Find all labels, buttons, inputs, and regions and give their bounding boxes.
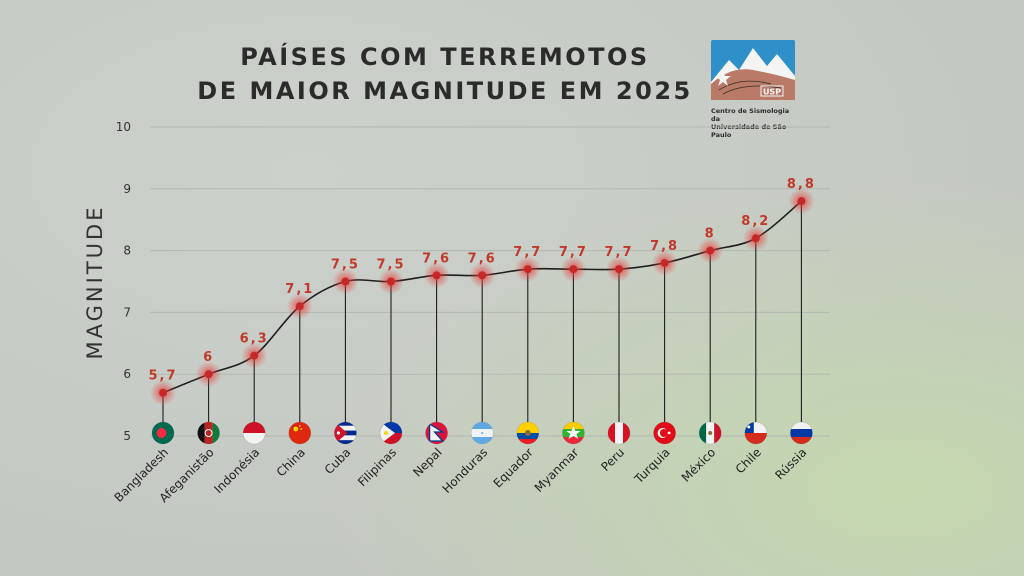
- peru-flag-icon: [607, 421, 631, 445]
- y-tick-label: 9: [123, 182, 131, 196]
- category-label: Nepal: [410, 445, 444, 479]
- category-label: Rússia: [772, 445, 809, 482]
- data-point: [478, 271, 487, 280]
- data-point: [660, 258, 669, 267]
- turkey-flag-icon: [653, 421, 676, 445]
- category-label: Filipinas: [355, 445, 399, 489]
- value-label: 7,1: [285, 282, 314, 297]
- value-label: 7,7: [513, 245, 542, 260]
- y-tick-label: 6: [123, 367, 131, 381]
- bangladesh-flag-icon: [151, 421, 175, 445]
- afghanistan-flag-icon: [197, 421, 220, 445]
- data-point: [706, 246, 715, 255]
- data-point: [432, 271, 441, 280]
- category-label: Indonésia: [211, 445, 262, 496]
- data-point: [797, 197, 806, 206]
- category-label: Cuba: [322, 445, 354, 477]
- data-point: [615, 265, 623, 274]
- title-line-1: PAÍSES COM TERREMOTOS: [240, 43, 650, 71]
- category-label: Chile: [733, 445, 764, 476]
- value-label: 6: [203, 350, 214, 365]
- value-label: 7,6: [468, 251, 497, 266]
- value-label: 7,8: [650, 239, 679, 254]
- value-label: 7,5: [376, 258, 405, 273]
- data-points: 5,7 6 6,3 7,1 7,5 7,5 7,6 7,6 7,7 7,7 7,7 7,8 8 8,2 8,…: [148, 177, 815, 406]
- value-label: 5,7: [148, 369, 177, 384]
- category-label: Peru: [598, 445, 627, 474]
- china-flag-icon: [288, 421, 312, 445]
- y-tick-label: 10: [116, 120, 131, 134]
- philippines-flag-icon: [379, 421, 403, 445]
- data-point: [295, 302, 304, 311]
- category-label: China: [274, 445, 308, 479]
- y-tick-label: 8: [123, 244, 131, 258]
- data-point: [159, 388, 167, 397]
- usp-seismology-logo: USP Centro de Sismologia da Universidade…: [711, 40, 795, 139]
- data-point: [204, 370, 213, 379]
- category-label: Equador: [491, 445, 536, 490]
- category-label: Turquia: [631, 445, 673, 487]
- category-label: Honduras: [440, 445, 491, 496]
- russia-flag-icon: [790, 421, 813, 445]
- honduras-flag-icon: [470, 421, 494, 445]
- indonesia-flag-icon: [242, 421, 266, 445]
- myanmar-flag-icon: [562, 421, 585, 445]
- category-label: México: [679, 445, 719, 485]
- data-point: [387, 277, 395, 286]
- mexico-flag-icon: [698, 421, 722, 445]
- cuba-flag-icon: [334, 421, 357, 445]
- ecuador-flag-icon: [516, 421, 540, 445]
- value-label: 6,3: [240, 332, 269, 347]
- value-label: 7,6: [422, 251, 451, 266]
- data-point: [569, 265, 578, 274]
- value-label: 7,5: [331, 258, 360, 273]
- title-line-2: DE MAIOR MAGNITUDE EM 2025: [197, 77, 693, 105]
- y-tick-label: 7: [123, 305, 131, 319]
- data-point: [250, 351, 259, 360]
- value-label: 8,2: [741, 214, 770, 229]
- value-label: 7,7: [559, 245, 588, 260]
- value-label: 8: [705, 227, 716, 242]
- stems: [162, 201, 802, 422]
- chart-title: PAÍSES COM TERREMOTOS DE MAIOR MAGNITUDE…: [170, 40, 720, 108]
- data-point: [751, 234, 760, 243]
- y-axis-ticks: 5 6 7 8 9 10: [116, 120, 131, 443]
- data-point: [523, 265, 532, 274]
- category-label: Myanmar: [532, 445, 582, 495]
- value-label: 7,7: [604, 245, 633, 260]
- chile-flag-icon: [744, 421, 768, 445]
- nepal-flag-icon: [425, 421, 448, 445]
- y-axis-label: MAGNITUDE: [83, 205, 107, 360]
- flags: [151, 421, 813, 445]
- data-point: [341, 277, 350, 286]
- value-label: 8,8: [787, 177, 816, 192]
- y-tick-label: 5: [123, 429, 131, 443]
- logo-mark-text: USP: [763, 88, 781, 97]
- logo-caption-line-1: Centro de Sismologia da: [711, 107, 790, 123]
- logo-mark: USP: [711, 40, 795, 100]
